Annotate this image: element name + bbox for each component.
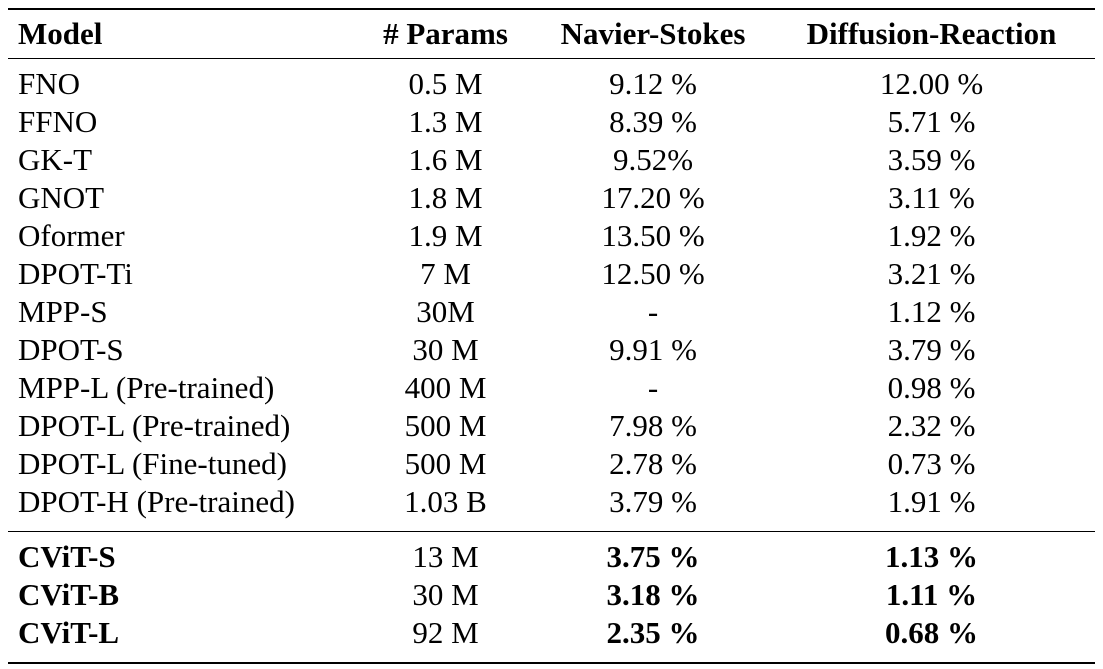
cell-diffusion-reaction: 12.00 % xyxy=(879,66,984,101)
header-navier-stokes: Navier-Stokes xyxy=(560,16,746,51)
table-row: DPOT-H (Pre-trained) 1.03 B 3.79 % 1.91 % xyxy=(8,483,1095,521)
table-row: DPOT-L (Fine-tuned) 500 M 2.78 % 0.73 % xyxy=(8,445,1095,483)
cell-diffusion-reaction: 0.68 % xyxy=(885,615,978,650)
cell-navier-stokes: 2.35 % xyxy=(606,615,700,650)
cell-model: GK-T xyxy=(18,142,93,177)
cell-navier-stokes: 2.78 % xyxy=(609,446,697,481)
table-row: CViT-S 13 M 3.75 % 1.13 % xyxy=(8,538,1095,576)
cell-params: 500 M xyxy=(404,408,487,443)
cell-model: DPOT-S xyxy=(18,332,124,367)
cell-model: CViT-B xyxy=(18,577,120,612)
cell-params: 30 M xyxy=(412,577,479,612)
table-row: CViT-L 92 M 2.35 % 0.68 % xyxy=(8,614,1095,652)
cell-params: 500 M xyxy=(404,446,487,481)
cell-diffusion-reaction: 1.12 % xyxy=(887,294,976,329)
cell-diffusion-reaction: 3.59 % xyxy=(887,142,976,177)
cell-navier-stokes: 13.50 % xyxy=(601,218,705,253)
cell-navier-stokes: - xyxy=(647,294,659,329)
header-rule xyxy=(8,58,1095,59)
baseline-rows: FNO 0.5 M 9.12 % 12.00 % FFNO 1.3 M 8.39 % 5.71… xyxy=(8,65,1095,521)
cell-model: DPOT-H (Pre-trained) xyxy=(18,484,295,519)
cvit-table-body: CViT-S 13 M 3.75 % 1.13 % CViT-B 30 M 3.18 % 1.… xyxy=(8,538,1095,652)
table-row: MPP-S 30M - 1.12 % xyxy=(8,293,1095,331)
section-rule xyxy=(8,531,1095,532)
cell-diffusion-reaction: 2.32 % xyxy=(887,408,976,443)
table-row: FFNO 1.3 M 8.39 % 5.71 % xyxy=(8,103,1095,141)
cell-navier-stokes: 3.75 % xyxy=(606,539,700,574)
cell-diffusion-reaction: 1.92 % xyxy=(887,218,976,253)
cell-navier-stokes: 17.20 % xyxy=(601,180,705,215)
cell-model: GNOT xyxy=(18,180,105,215)
cell-diffusion-reaction: 5.71 % xyxy=(887,104,976,139)
cell-params: 1.8 M xyxy=(408,180,483,215)
bottom-rule xyxy=(8,662,1095,664)
cell-params: 92 M xyxy=(412,615,479,650)
table-row: CViT-B 30 M 3.18 % 1.11 % xyxy=(8,576,1095,614)
results-table: Model # Params Navier-Stokes Diffusion-R… xyxy=(8,10,1095,58)
cell-model: FFNO xyxy=(18,104,98,139)
cell-diffusion-reaction: 1.91 % xyxy=(887,484,976,519)
cvit-rows: CViT-S 13 M 3.75 % 1.13 % CViT-B 30 M 3.18 % 1.… xyxy=(8,538,1095,652)
cell-navier-stokes: 12.50 % xyxy=(601,256,705,291)
cell-diffusion-reaction: 3.21 % xyxy=(887,256,976,291)
table-row: GNOT 1.8 M 17.20 % 3.11 % xyxy=(8,179,1095,217)
header-model: Model xyxy=(18,16,103,51)
cell-navier-stokes: - xyxy=(647,370,659,405)
cell-navier-stokes: 7.98 % xyxy=(609,408,697,443)
cell-navier-stokes: 9.91 % xyxy=(609,332,697,367)
cell-navier-stokes: 3.18 % xyxy=(606,577,700,612)
cell-params: 30M xyxy=(416,294,475,329)
cell-model: MPP-L (Pre-trained) xyxy=(18,370,275,405)
header-row: Model # Params Navier-Stokes Diffusion-R… xyxy=(8,10,1095,58)
header-params: # Params xyxy=(383,16,508,51)
cell-params: 0.5 M xyxy=(408,66,483,101)
cell-model: DPOT-Ti xyxy=(18,256,133,291)
cell-model: CViT-L xyxy=(18,615,120,650)
cell-model: FNO xyxy=(18,66,81,101)
cell-model: DPOT-L (Fine-tuned) xyxy=(18,446,287,481)
table-header: Model # Params Navier-Stokes Diffusion-R… xyxy=(8,10,1095,58)
table-row: Oformer 1.9 M 13.50 % 1.92 % xyxy=(8,217,1095,255)
cell-params: 1.03 B xyxy=(404,484,487,519)
top-rule xyxy=(8,8,1095,10)
table-row: DPOT-S 30 M 9.91 % 3.79 % xyxy=(8,331,1095,369)
cell-params: 30 M xyxy=(412,332,479,367)
table-row: DPOT-L (Pre-trained) 500 M 7.98 % 2.32 % xyxy=(8,407,1095,445)
cell-params: 13 M xyxy=(412,539,479,574)
cell-params: 1.6 M xyxy=(408,142,483,177)
cell-diffusion-reaction: 3.79 % xyxy=(887,332,976,367)
cell-model: Oformer xyxy=(18,218,125,253)
cell-diffusion-reaction: 3.11 % xyxy=(888,180,975,215)
cell-diffusion-reaction: 0.73 % xyxy=(887,446,976,481)
table-row: MPP-L (Pre-trained) 400 M - 0.98 % xyxy=(8,369,1095,407)
cell-model: DPOT-L (Pre-trained) xyxy=(18,408,291,443)
cell-diffusion-reaction: 1.13 % xyxy=(885,539,978,574)
table-row: FNO 0.5 M 9.12 % 12.00 % xyxy=(8,65,1095,103)
header-diffusion-reaction: Diffusion-Reaction xyxy=(806,16,1057,51)
cell-navier-stokes: 8.39 % xyxy=(609,104,697,139)
cell-diffusion-reaction: 0.98 % xyxy=(887,370,976,405)
cell-navier-stokes: 9.52% xyxy=(612,142,694,177)
table-row: DPOT-Ti 7 M 12.50 % 3.21 % xyxy=(8,255,1095,293)
cell-params: 400 M xyxy=(404,370,487,405)
cell-params: 7 M xyxy=(420,256,471,291)
cell-diffusion-reaction: 1.11 % xyxy=(885,577,978,612)
cell-model: CViT-S xyxy=(18,539,116,574)
baseline-table-body: FNO 0.5 M 9.12 % 12.00 % FFNO 1.3 M 8.39 % 5.71… xyxy=(8,65,1095,521)
cell-navier-stokes: 3.79 % xyxy=(609,484,697,519)
table-row: GK-T 1.6 M 9.52% 3.59 % xyxy=(8,141,1095,179)
cell-navier-stokes: 9.12 % xyxy=(609,66,697,101)
results-table-container: Model # Params Navier-Stokes Diffusion-R… xyxy=(8,8,1095,664)
cell-params: 1.9 M xyxy=(408,218,483,253)
cell-params: 1.3 M xyxy=(408,104,483,139)
cell-model: MPP-S xyxy=(18,294,108,329)
